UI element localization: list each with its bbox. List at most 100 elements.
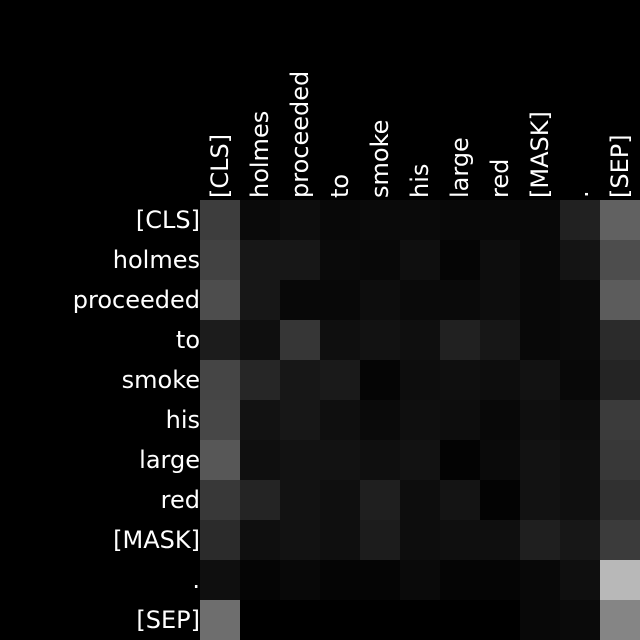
heatmap-cell: [440, 320, 480, 360]
heatmap-cell: [200, 440, 240, 480]
heatmap-cell: [400, 320, 440, 360]
heatmap-cell: [320, 320, 360, 360]
heatmap-cell: [200, 360, 240, 400]
heatmap-cell: [600, 360, 640, 400]
heatmap-cell: [240, 240, 280, 280]
heatmap-cell: [240, 200, 280, 240]
heatmap-cell: [440, 480, 480, 520]
heatmap-cell: [440, 600, 480, 640]
heatmap-cell: [360, 200, 400, 240]
heatmap-cell: [320, 600, 360, 640]
heatmap-cell: [440, 520, 480, 560]
heatmap-cell: [240, 400, 280, 440]
heatmap-cell: [560, 360, 600, 400]
y-tick-label: smoke: [122, 366, 200, 394]
heatmap-cell: [200, 320, 240, 360]
y-tick-label: large: [139, 446, 200, 474]
heatmap-cell: [280, 560, 320, 600]
heatmap-cell: [400, 200, 440, 240]
heatmap-cell: [480, 440, 520, 480]
heatmap-cell: [400, 280, 440, 320]
heatmap-cell: [480, 480, 520, 520]
heatmap-cell: [600, 400, 640, 440]
heatmap-cell: [520, 400, 560, 440]
heatmap-cell: [400, 520, 440, 560]
heatmap-cell: [400, 240, 440, 280]
heatmap-cell: [200, 520, 240, 560]
heatmap-cell: [360, 480, 400, 520]
heatmap-cell: [600, 480, 640, 520]
heatmap-cell: [480, 280, 520, 320]
heatmap-cell: [520, 560, 560, 600]
heatmap-cell: [320, 520, 360, 560]
heatmap-cell: [200, 240, 240, 280]
heatmap-cell: [240, 440, 280, 480]
heatmap-cell: [440, 440, 480, 480]
heatmap-cell: [320, 480, 360, 520]
heatmap-cell: [360, 240, 400, 280]
heatmap-cell: [520, 320, 560, 360]
heatmap-cell: [400, 560, 440, 600]
heatmap-cell: [280, 360, 320, 400]
heatmap-cell: [320, 240, 360, 280]
heatmap-cell: [240, 480, 280, 520]
heatmap-cell: [560, 560, 600, 600]
x-tick-label: smoke: [366, 120, 394, 198]
heatmap-cell: [360, 360, 400, 400]
heatmap-cell: [200, 400, 240, 440]
heatmap-cell: [520, 280, 560, 320]
heatmap-cell: [320, 440, 360, 480]
heatmap-cell: [240, 600, 280, 640]
heatmap-cell: [280, 520, 320, 560]
x-tick-label: .: [566, 190, 594, 198]
heatmap-cell: [600, 600, 640, 640]
heatmap-cell: [480, 320, 520, 360]
heatmap-cell: [240, 280, 280, 320]
heatmap-cell: [440, 280, 480, 320]
heatmap-cell: [200, 280, 240, 320]
heatmap-cell: [400, 440, 440, 480]
heatmap-cell: [200, 200, 240, 240]
heatmap-cell: [520, 480, 560, 520]
heatmap-cell: [600, 200, 640, 240]
heatmap-cell: [560, 200, 600, 240]
x-tick-label: proceeded: [286, 71, 314, 198]
heatmap-cell: [360, 560, 400, 600]
heatmap-cell: [440, 200, 480, 240]
y-tick-label: proceeded: [73, 286, 200, 314]
heatmap-cell: [200, 600, 240, 640]
heatmap-cell: [520, 440, 560, 480]
y-tick-label: [CLS]: [136, 206, 200, 234]
heatmap-cell: [480, 240, 520, 280]
heatmap-cell: [240, 360, 280, 400]
x-tick-label: holmes: [246, 111, 274, 198]
heatmap-cell: [320, 200, 360, 240]
heatmap-cell: [320, 360, 360, 400]
heatmap-cell: [440, 560, 480, 600]
heatmap-cell: [600, 320, 640, 360]
heatmap-cell: [240, 560, 280, 600]
heatmap-cell: [600, 560, 640, 600]
heatmap-cell: [320, 400, 360, 440]
heatmap-cell: [440, 240, 480, 280]
heatmap-cell: [360, 400, 400, 440]
x-tick-labels: [CLS] holmes proceeded to smoke his large red [M…: [206, 71, 634, 198]
y-tick-label: [SEP]: [136, 606, 200, 634]
y-tick-label: to: [176, 326, 200, 354]
heatmap-cell: [200, 560, 240, 600]
heatmap-cell: [600, 520, 640, 560]
heatmap-cell: [480, 600, 520, 640]
heatmap-cell: [400, 360, 440, 400]
heatmap-cell: [280, 320, 320, 360]
heatmap-cell: [280, 200, 320, 240]
heatmap-cell: [480, 520, 520, 560]
heatmap-cell: [280, 280, 320, 320]
heatmap-cell: [600, 240, 640, 280]
heatmap-cell: [480, 360, 520, 400]
heatmap-cell: [520, 200, 560, 240]
heatmap-cell: [240, 520, 280, 560]
heatmap-cell: [560, 320, 600, 360]
heatmap-cell: [520, 600, 560, 640]
heatmap-cell: [520, 520, 560, 560]
y-tick-labels: [CLS] holmes proceeded to smoke his large red [M…: [73, 206, 200, 634]
